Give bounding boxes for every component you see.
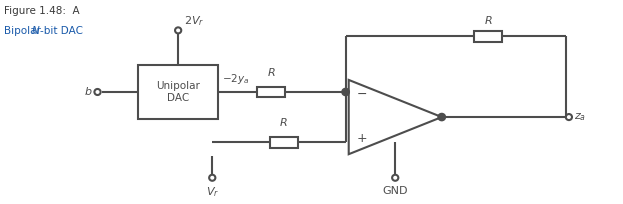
Text: R: R bbox=[267, 68, 275, 78]
Text: Bipolar: Bipolar bbox=[4, 26, 45, 35]
Text: $-2y_a$: $-2y_a$ bbox=[222, 72, 249, 86]
Bar bbox=[474, 31, 502, 42]
Text: GND: GND bbox=[383, 186, 408, 196]
Text: +: + bbox=[357, 132, 368, 145]
Text: $V_r$: $V_r$ bbox=[206, 186, 219, 200]
Bar bbox=[270, 137, 298, 147]
Text: Unipolar
DAC: Unipolar DAC bbox=[156, 81, 200, 103]
Bar bbox=[257, 86, 285, 98]
Text: 2$V_r$: 2$V_r$ bbox=[184, 14, 204, 28]
Circle shape bbox=[342, 88, 350, 96]
Text: Figure 1.48:  A: Figure 1.48: A bbox=[4, 6, 80, 16]
Bar bbox=[138, 65, 219, 119]
Text: R: R bbox=[280, 118, 287, 128]
Text: b: b bbox=[84, 87, 92, 97]
Text: $z_a$: $z_a$ bbox=[574, 111, 586, 123]
Text: N: N bbox=[32, 26, 39, 35]
Text: -bit DAC: -bit DAC bbox=[40, 26, 83, 35]
Text: R: R bbox=[485, 16, 492, 26]
Circle shape bbox=[438, 113, 445, 121]
Text: −: − bbox=[357, 88, 368, 101]
